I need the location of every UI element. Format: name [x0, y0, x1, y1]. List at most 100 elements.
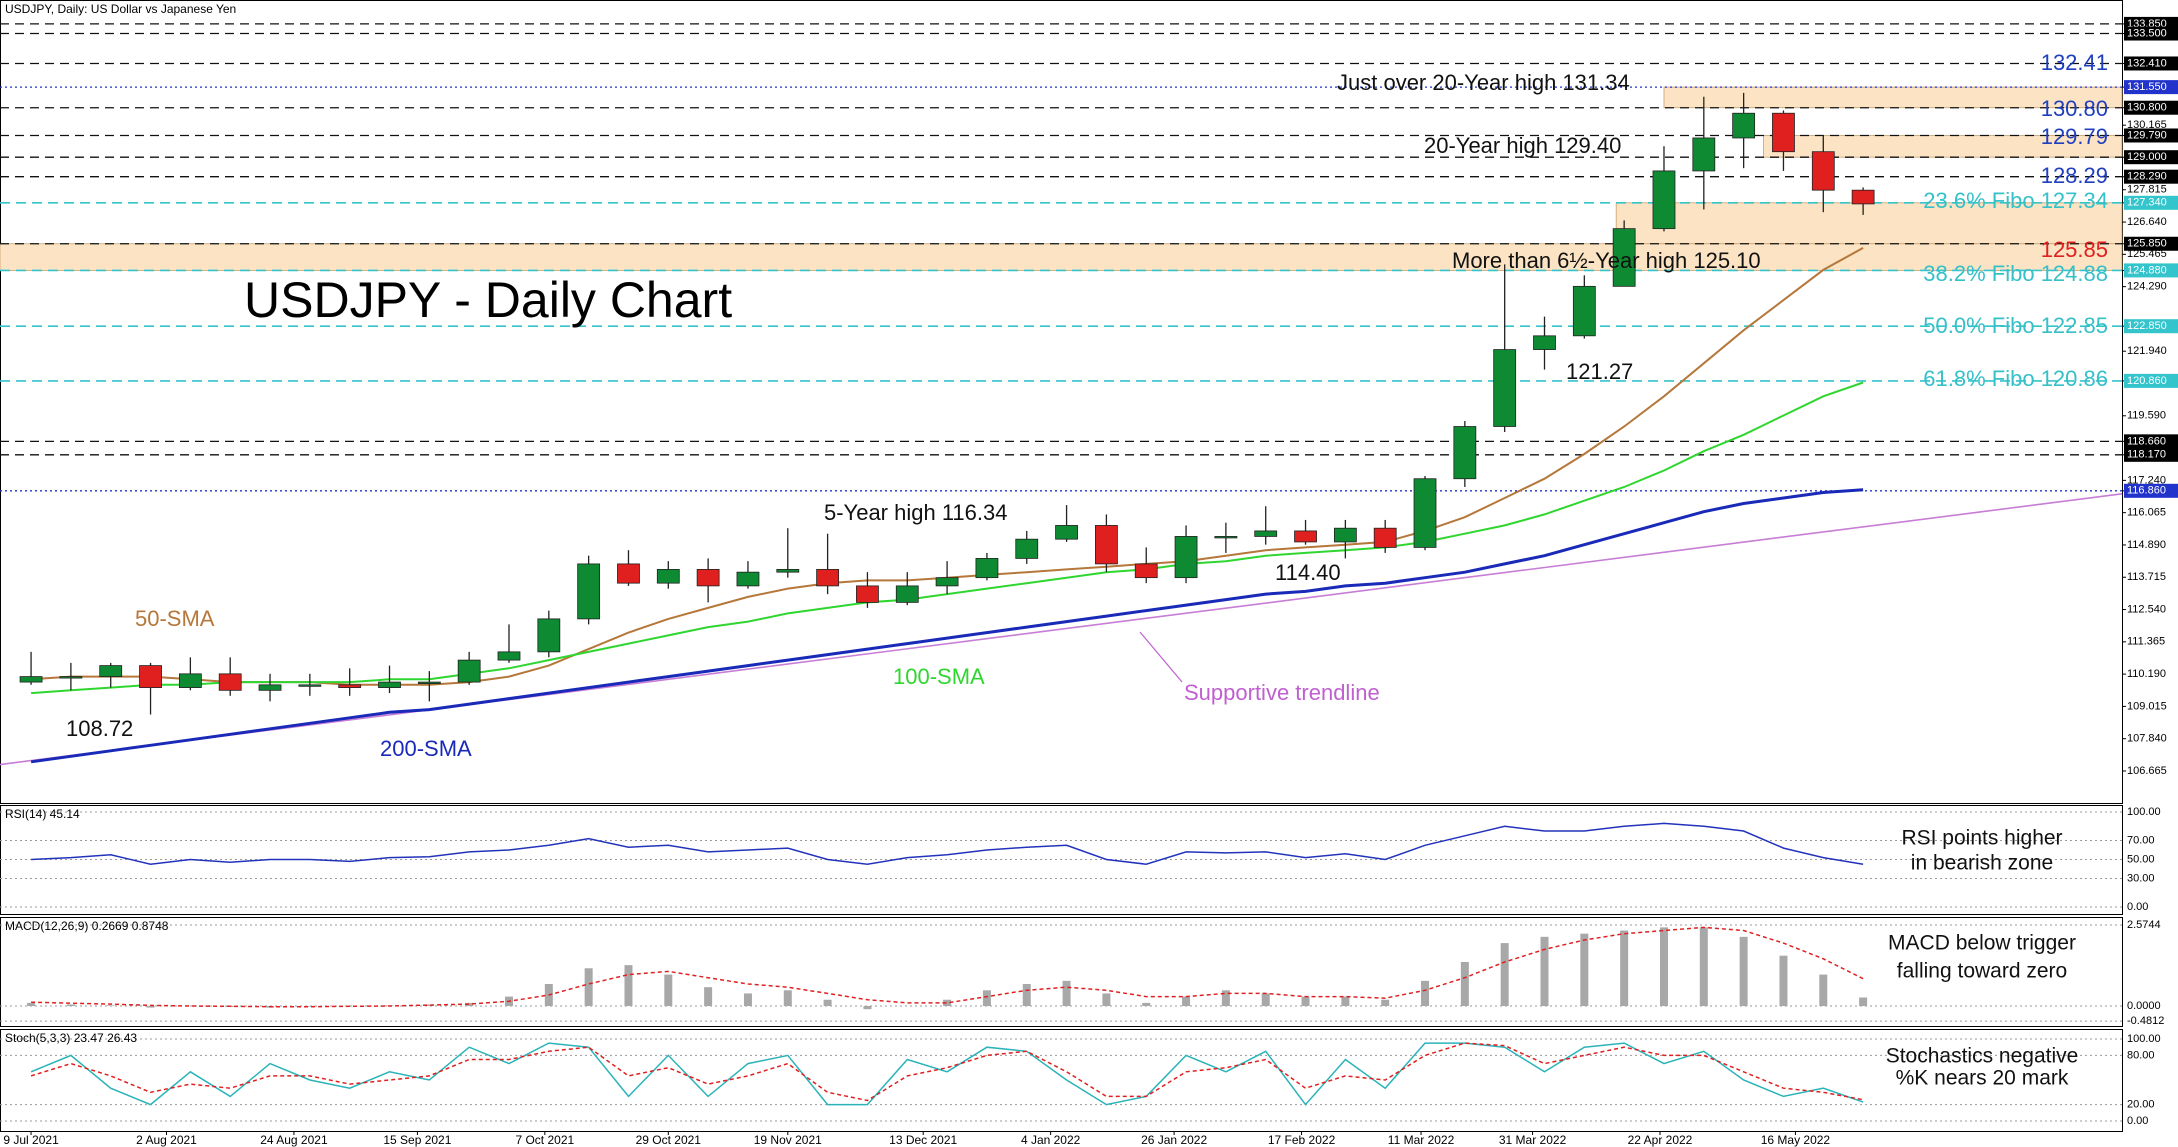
- y-tick-box: [2124, 434, 2178, 449]
- histogram-bar: [1819, 974, 1828, 1007]
- y-tick-label: 112.540: [2127, 603, 2166, 615]
- x-tick-label: 17 Feb 2022: [1268, 1133, 1336, 1147]
- annotation: 50.0% Fibo 122.85: [1923, 313, 2108, 338]
- candle-body: [537, 618, 561, 653]
- x-tick-label: 26 Jan 2022: [1141, 1133, 1207, 1147]
- y-tick-box: [2124, 80, 2178, 95]
- histogram-bar: [1022, 984, 1031, 1007]
- y-tick-label: 132.410: [2127, 57, 2167, 69]
- candle-body: [1572, 285, 1596, 337]
- histogram-bar: [624, 965, 633, 1007]
- candle-body: [298, 684, 322, 687]
- histogram-bar: [305, 1006, 314, 1007]
- y-tick-label: 116.065: [2127, 507, 2166, 519]
- y-tick-label: 128.290: [2127, 171, 2167, 183]
- annotation: 125.85: [2041, 237, 2108, 262]
- histogram-bar: [465, 1002, 474, 1007]
- annotation: 23.6% Fibo 127.34: [1923, 188, 2108, 213]
- sma-label: 100-SMA: [893, 664, 985, 689]
- panel-title: RSI(14) 45.14: [5, 807, 80, 821]
- histogram-bar: [1659, 927, 1668, 1007]
- y-tick-label: -0.4812: [2127, 1015, 2164, 1027]
- candle-body: [99, 665, 123, 677]
- annotation: More than 6½-Year high 125.10: [1452, 248, 1761, 273]
- annotation: %K nears 20 mark: [1896, 1067, 2069, 1090]
- y-tick-label: 130.800: [2127, 102, 2167, 114]
- panel-title: MACD(12,26,9) 0.2669 0.8748: [5, 919, 169, 933]
- y-tick-label: 118.170: [2127, 449, 2166, 461]
- histogram-bar: [743, 993, 752, 1007]
- x-tick-label: 15 Sep 2021: [383, 1133, 451, 1147]
- x-tick-label: 24 Aug 2021: [260, 1133, 328, 1147]
- annotation: 121.27: [1566, 359, 1633, 384]
- candle-body: [178, 673, 202, 688]
- indicator-line: [30, 1042, 1864, 1106]
- histogram-bar: [1221, 990, 1230, 1007]
- y-tick-box: [2124, 100, 2178, 115]
- annotation: 129.79: [2041, 124, 2108, 149]
- candle-body: [1493, 349, 1517, 427]
- candle-body: [1851, 189, 1875, 205]
- y-tick-box: [2124, 319, 2178, 334]
- chart-title: USDJPY - Daily Chart: [244, 272, 732, 328]
- candle-body: [1652, 170, 1676, 230]
- histogram-bar: [863, 1006, 872, 1010]
- histogram-bar: [1142, 1002, 1151, 1007]
- y-tick-label: 116.860: [2127, 485, 2166, 497]
- y-tick-label: 100.00: [2127, 806, 2161, 818]
- y-tick-label: 0.00: [2127, 901, 2148, 913]
- x-tick-label: 13 Dec 2021: [889, 1133, 957, 1147]
- y-tick-label: 120.860: [2127, 375, 2167, 387]
- histogram-bar: [664, 974, 673, 1007]
- y-tick-label: 109.015: [2127, 700, 2167, 712]
- y-tick-box: [2124, 483, 2178, 498]
- y-tick-label: 0.0000: [2127, 1000, 2161, 1012]
- candle-body: [935, 577, 959, 587]
- candle-body: [497, 651, 521, 661]
- annotation: 130.80: [2041, 96, 2108, 121]
- histogram-bar: [27, 1002, 36, 1007]
- x-tick-label: 7 Oct 2021: [515, 1133, 574, 1147]
- candle-body: [617, 563, 640, 584]
- x-tick-label: 2 Aug 2021: [136, 1133, 197, 1147]
- y-tick-label: 30.00: [2127, 872, 2155, 884]
- histogram-bar: [1341, 996, 1350, 1007]
- candle-body: [856, 585, 879, 603]
- candle-body: [696, 569, 720, 587]
- candle-body: [1811, 151, 1835, 191]
- histogram-bar: [1460, 961, 1469, 1007]
- y-tick-label: 117.240: [2127, 474, 2166, 486]
- annotation: RSI points higher: [1901, 827, 2062, 850]
- annotation: 5-Year high 116.34: [824, 500, 1008, 525]
- histogram-bar: [1779, 955, 1788, 1007]
- x-tick-label: 19 Nov 2021: [754, 1133, 822, 1147]
- y-tick-box: [2124, 56, 2178, 71]
- histogram-bar: [1381, 999, 1390, 1007]
- histogram-bar: [1102, 993, 1111, 1007]
- candle-body: [656, 569, 680, 584]
- y-tick-label: 106.665: [2127, 765, 2167, 777]
- y-tick-box: [2124, 263, 2178, 278]
- sma-label: 200-SMA: [380, 736, 472, 761]
- candle-body: [218, 673, 242, 691]
- candle-body: [816, 569, 840, 587]
- y-tick-label: 133.500: [2127, 27, 2167, 39]
- histogram-bar: [783, 990, 792, 1007]
- candle-body: [1095, 525, 1118, 565]
- sma-label: 50-SMA: [135, 606, 215, 631]
- candle-body: [59, 676, 83, 679]
- histogram-bar: [106, 1005, 115, 1007]
- y-tick-label: 100.00: [2127, 1033, 2161, 1045]
- candle-body: [1214, 536, 1238, 539]
- candle-body: [1772, 112, 1795, 153]
- annotation-pointer: [1139, 631, 1183, 683]
- histogram-bar: [1540, 936, 1549, 1007]
- histogram-bar: [823, 999, 832, 1007]
- candle-body: [1333, 527, 1357, 543]
- candle-body: [577, 563, 601, 620]
- y-tick-label: 110.190: [2127, 668, 2166, 680]
- y-tick-label: 124.880: [2127, 264, 2167, 276]
- histogram-bar: [1620, 930, 1629, 1007]
- x-tick-label: 29 Oct 2021: [636, 1133, 702, 1147]
